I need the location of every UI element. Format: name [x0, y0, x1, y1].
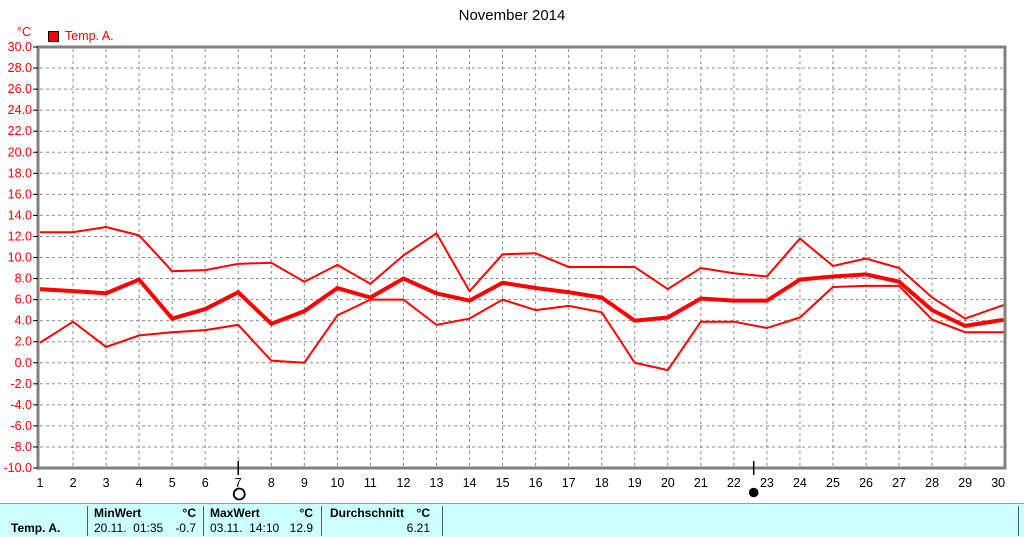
x-axis-day-label: 13 — [430, 476, 444, 490]
y-axis-tick-label: -6.0 — [10, 419, 32, 433]
x-axis-day-label: 29 — [958, 476, 972, 490]
temperature-line-chart: 30.028.026.024.022.020.018.016.014.012.0… — [4, 40, 1007, 501]
new-moon-icon — [748, 487, 759, 498]
x-axis-day-label: 27 — [892, 476, 906, 490]
x-axis-day-label: 5 — [169, 476, 176, 490]
x-axis-day-label: 21 — [694, 476, 708, 490]
series-line-1 — [39, 272, 1004, 328]
y-axis-tick-label: 2.0 — [15, 335, 32, 349]
x-axis-day-label: 25 — [826, 476, 840, 490]
y-axis-tick-label: -2.0 — [10, 377, 32, 391]
durchschnitt-value: 6.21 — [406, 521, 430, 535]
full-moon-icon — [232, 487, 246, 501]
x-axis-day-label: 16 — [529, 476, 543, 490]
x-axis-day-label: 28 — [925, 476, 939, 490]
maxwert-unit: °C — [299, 506, 313, 520]
y-axis-tick-label: -10.0 — [4, 461, 33, 475]
y-axis-tick-label: 14.0 — [8, 208, 32, 222]
maxwert-header: MaxWert — [210, 506, 260, 520]
series-line-2 — [39, 284, 1004, 372]
stats-column-durchschnitt: Durchschnitt °C 6.21 — [322, 506, 443, 536]
maxwert-value: 12.9 — [289, 521, 313, 535]
x-axis-day-label: 3 — [103, 476, 110, 490]
y-axis-tick-label: 30.0 — [8, 40, 32, 54]
x-axis-day-label: 23 — [760, 476, 774, 490]
y-axis-tick-label: 20.0 — [8, 145, 32, 159]
x-axis-day-label: 2 — [70, 476, 77, 490]
stats-column-empty — [443, 506, 1019, 536]
series-row-label: Temp. A. — [11, 521, 61, 535]
x-axis-day-label: 19 — [628, 476, 642, 490]
minwert-unit: °C — [182, 506, 196, 520]
x-axis-day-label: 11 — [364, 476, 377, 490]
y-axis-tick-label: -8.0 — [10, 440, 32, 454]
minwert-datetime: 20.11. 01:35 — [94, 521, 164, 535]
y-axis-tick-label: 28.0 — [8, 61, 32, 75]
y-axis-tick-label: 18.0 — [8, 166, 32, 180]
durchschnitt-header: Durchschnitt — [330, 506, 405, 520]
x-axis-day-label: 30 — [991, 476, 1005, 490]
y-axis-tick-label: 0.0 — [15, 356, 32, 370]
x-axis-day-label: 17 — [562, 476, 576, 490]
x-axis-day-label: 14 — [463, 476, 477, 490]
y-axis-tick-label: 16.0 — [8, 187, 32, 201]
legend-label: Temp. A. — [65, 29, 114, 43]
y-axis-tick-label: 4.0 — [15, 314, 32, 328]
y-axis-tick-label: 12.0 — [8, 229, 32, 243]
x-axis-day-label: 7 — [235, 476, 242, 490]
x-axis-day-label: 12 — [397, 476, 411, 490]
x-axis-day-label: 10 — [330, 476, 344, 490]
x-axis-day-label: 26 — [859, 476, 873, 490]
maxwert-datetime: 03.11. 14:10 — [210, 521, 280, 535]
y-axis-tick-label: 10.0 — [8, 251, 32, 265]
y-axis-tick-label: 24.0 — [8, 103, 32, 117]
y-axis-unit-label: °C — [17, 25, 32, 39]
series-line-0 — [40, 225, 1004, 320]
x-axis-day-label: 20 — [661, 476, 675, 490]
x-axis-day-label: 18 — [595, 476, 609, 490]
x-axis-day-label: 9 — [301, 476, 308, 490]
stats-column-edge — [1019, 506, 1024, 536]
x-axis-day-label: 8 — [268, 476, 275, 490]
x-axis-day-label: 15 — [496, 476, 510, 490]
minwert-value: -0.7 — [175, 521, 196, 535]
x-axis-day-label: 22 — [727, 476, 741, 490]
y-axis-tick-label: 22.0 — [8, 124, 32, 138]
y-axis-tick-label: 6.0 — [15, 293, 32, 307]
durchschnitt-unit: °C — [416, 506, 430, 520]
stats-column-minwert: MinWert °C 20.11. 01:35 -0.7 — [88, 506, 204, 536]
y-axis-tick-label: 26.0 — [8, 82, 32, 96]
legend-color-swatch — [48, 30, 59, 42]
legend: Temp. A. — [48, 29, 114, 43]
minwert-header: MinWert — [94, 506, 142, 520]
stats-column-maxwert: MaxWert °C 03.11. 14:10 12.9 — [204, 506, 322, 536]
y-axis-tick-label: 8.0 — [15, 272, 32, 286]
y-axis-tick-label: -4.0 — [10, 398, 32, 412]
stats-column-series: Temp. A. — [0, 506, 88, 536]
x-axis-day-label: 1 — [37, 476, 44, 490]
x-axis-day-label: 4 — [136, 476, 143, 490]
x-axis-day-label: 6 — [202, 476, 209, 490]
chart-title: November 2014 — [458, 7, 566, 24]
x-axis-day-label: 24 — [793, 476, 807, 490]
stats-table: Temp. A. MinWert °C 20.11. 01:35 -0.7 Ma… — [0, 503, 1024, 537]
